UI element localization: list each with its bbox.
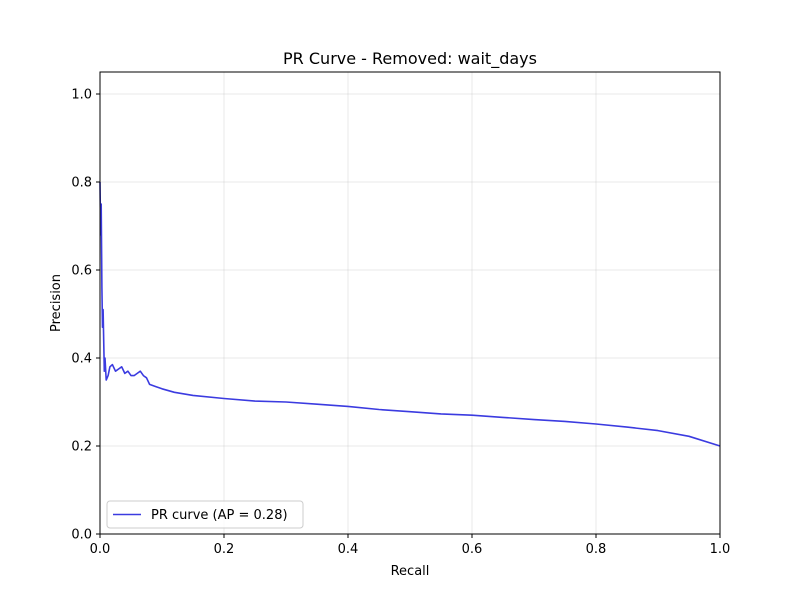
axis-ticks: 0.0 0.2 0.4 0.6 0.8 1.0 0.0 0.2 0.4 0.6 0.8 1.0 bbox=[71, 88, 730, 558]
x-tick-label: 0.2 bbox=[214, 542, 235, 557]
x-tick-label: 1.0 bbox=[710, 542, 731, 557]
y-tick-label: 0.6 bbox=[71, 264, 92, 279]
y-tick-label: 1.0 bbox=[71, 88, 92, 103]
legend-label: PR curve (AP = 0.28) bbox=[151, 508, 288, 523]
y-tick-label: 0.0 bbox=[71, 528, 92, 543]
plot-area bbox=[99, 181, 721, 447]
legend: PR curve (AP = 0.28) bbox=[106, 500, 304, 529]
y-tick-label: 0.2 bbox=[71, 440, 92, 455]
x-tick-label: 0.6 bbox=[462, 542, 483, 557]
x-tick-label: 0.4 bbox=[338, 542, 359, 557]
y-axis-label: Precision bbox=[49, 274, 64, 332]
x-tick-label: 0.0 bbox=[90, 542, 111, 557]
x-axis-label: Recall bbox=[391, 564, 430, 579]
y-tick-label: 0.4 bbox=[71, 352, 92, 367]
chart-title: PR Curve - Removed: wait_days bbox=[283, 49, 537, 69]
grid bbox=[99, 72, 721, 535]
legend-box bbox=[106, 500, 304, 529]
y-tick-label: 0.8 bbox=[71, 176, 92, 191]
x-tick-label: 0.8 bbox=[586, 542, 607, 557]
series-line bbox=[99, 181, 721, 447]
axes-frame bbox=[99, 71, 721, 535]
